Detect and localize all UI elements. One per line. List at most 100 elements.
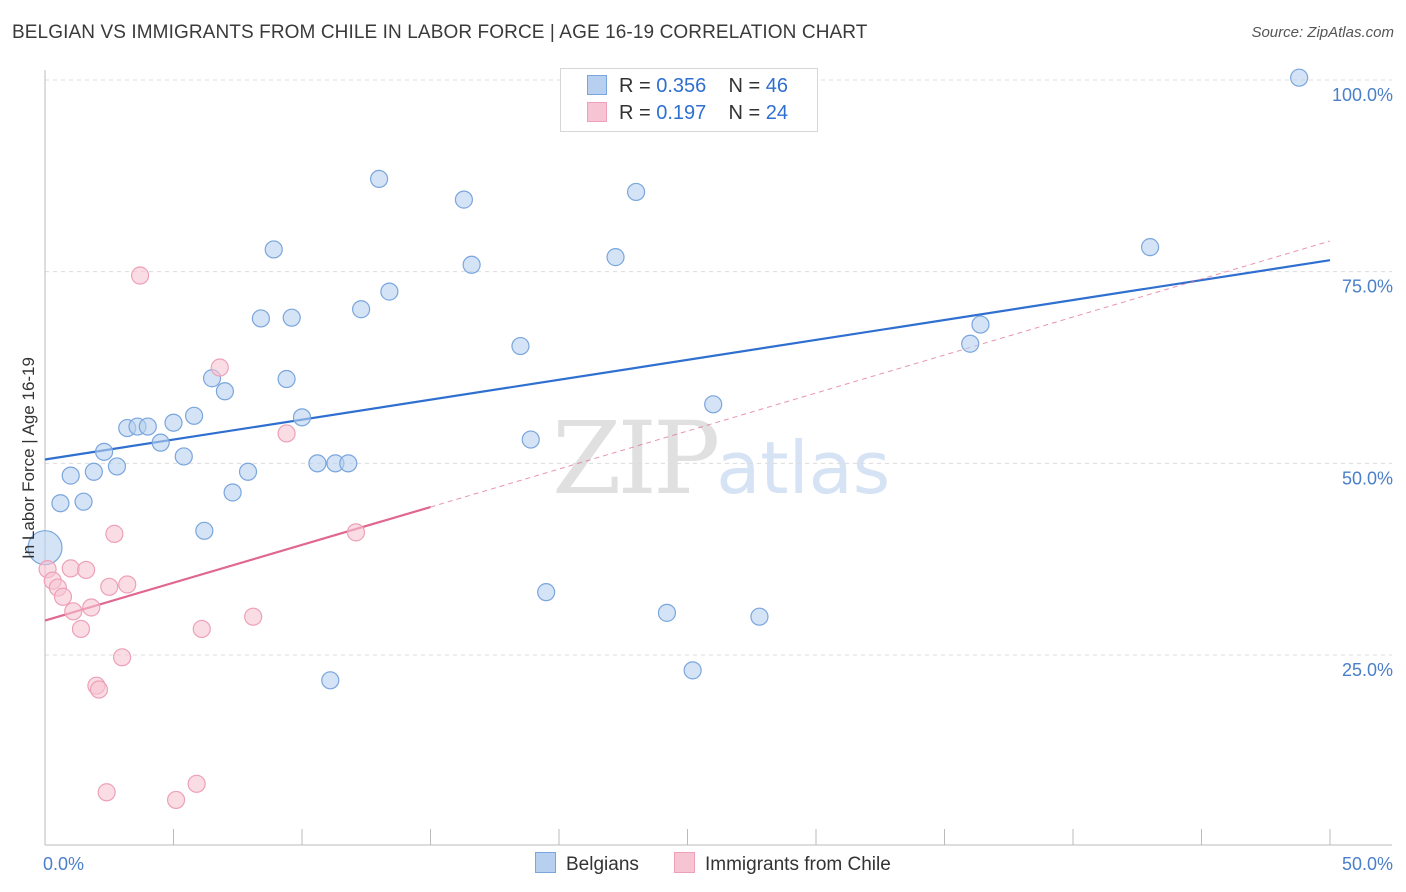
y-tick-label: 100.0% (1332, 85, 1393, 105)
legend-n-label: N = (728, 75, 761, 97)
belgian-point (380, 282, 399, 301)
belgian-point (61, 466, 80, 485)
belgian-point (704, 395, 723, 414)
trend-line-chile (44, 505, 431, 622)
belgian-point (606, 248, 625, 267)
chile-point (187, 774, 206, 793)
bottom-legend-label: Belgians (566, 854, 639, 875)
y-tick-label: 25.0% (1342, 660, 1393, 680)
axes (44, 70, 1392, 846)
belgian-point (352, 300, 371, 319)
belgian-point (223, 483, 242, 502)
y-tick-label: 50.0% (1342, 468, 1393, 488)
belgian-point (462, 255, 481, 274)
legend-n-value: 46 (765, 75, 789, 97)
belgian-point (164, 413, 183, 432)
legend-r-label: R = (619, 75, 651, 97)
legend: R = 0.356 N = 46 R = 0.197 N = 24 (560, 68, 818, 132)
trend-line-chile-dashed (430, 240, 1331, 508)
belgian-point (215, 382, 234, 401)
chile-point (61, 559, 80, 578)
belgian-point (657, 603, 677, 622)
chile-point (244, 607, 263, 626)
chile-point (192, 619, 211, 639)
belgian-point (138, 417, 157, 436)
trend-lines (44, 240, 1331, 622)
belgian-point (1290, 68, 1309, 87)
tick-labels: 25.0% 50.0% 75.0% 100.0% 0.0% 50.0% (43, 85, 1393, 874)
belgian-point (174, 447, 193, 466)
belgian-point (51, 494, 70, 513)
belgian-point (961, 334, 980, 353)
chart-title: BELGIAN VS IMMIGRANTS FROM CHILE IN LABO… (12, 22, 868, 43)
chile-point (64, 602, 83, 621)
belgian-point (521, 430, 540, 449)
legend-n-label: N = (728, 102, 761, 124)
chile-point (112, 648, 132, 667)
belgian-point (321, 671, 340, 690)
chile-point (71, 619, 91, 639)
bottom-legend-belgians: Belgians (535, 852, 639, 876)
belgian-point (308, 454, 327, 473)
legend-r-value: 0.197 (656, 102, 707, 124)
legend-r-label: R = (619, 102, 651, 124)
belgian-point (195, 521, 214, 540)
belgian-point (251, 309, 270, 328)
belgian-point (454, 190, 474, 209)
x-tick-label: 0.0% (43, 854, 84, 874)
gridlines (45, 79, 1392, 656)
watermark-atlas: atlas (716, 426, 891, 510)
bottom-legend-swatch-blue (535, 852, 556, 873)
belgian-point (151, 433, 170, 452)
legend-row-chile: R = 0.197 N = 24 (587, 102, 788, 125)
belgian-point (339, 454, 358, 473)
y-axis-label: In Labor Force | Age 16-19 (19, 357, 38, 559)
belgian-point (107, 457, 127, 476)
chile-point (118, 575, 137, 594)
legend-swatch-blue (587, 75, 607, 95)
x-tick-label: 50.0% (1342, 854, 1393, 874)
belgian-point (84, 462, 103, 481)
watermark-zip: ZIP (552, 400, 720, 517)
belgian-point (971, 315, 990, 334)
y-tick-label: 75.0% (1342, 277, 1393, 297)
chile-point (77, 560, 96, 580)
chile-point (346, 523, 366, 542)
legend-r-value: 0.356 (656, 75, 707, 97)
belgian-point (184, 406, 204, 425)
chile-point (100, 577, 119, 596)
chile-point (53, 587, 73, 606)
legend-n-value: 24 (765, 102, 789, 124)
bottom-legend-label: Immigrants from Chile (705, 854, 891, 875)
belgian-point (750, 607, 769, 626)
legend-swatch-pink (587, 102, 607, 122)
data-points (27, 68, 1309, 810)
chile-point (97, 783, 116, 802)
belgian-point (626, 182, 646, 202)
chile-point (166, 790, 186, 810)
legend-row-belgians: R = 0.356 N = 46 (587, 75, 788, 98)
belgian-point (370, 169, 389, 189)
belgian-point (238, 462, 258, 481)
chile-point (210, 358, 229, 377)
trend-line-belgians (44, 259, 1331, 461)
chile-point (89, 680, 109, 699)
chile-point (82, 598, 101, 617)
chile-point (130, 266, 150, 285)
chile-point (277, 424, 296, 443)
belgian-point (511, 336, 530, 356)
belgian-point (74, 492, 93, 511)
chile-point (105, 524, 124, 543)
belgian-point (264, 240, 283, 259)
belgian-point (292, 408, 312, 427)
belgian-point (277, 369, 296, 389)
bottom-legend-chile: Immigrants from Chile (674, 852, 891, 876)
belgian-point (1140, 238, 1160, 257)
belgian-point (282, 308, 301, 327)
belgian-point (537, 583, 556, 602)
belgian-point (95, 442, 114, 461)
source-credit: Source: ZipAtlas.com (1251, 24, 1394, 41)
belgian-point (683, 661, 702, 680)
bottom-legend-swatch-pink (674, 852, 695, 873)
